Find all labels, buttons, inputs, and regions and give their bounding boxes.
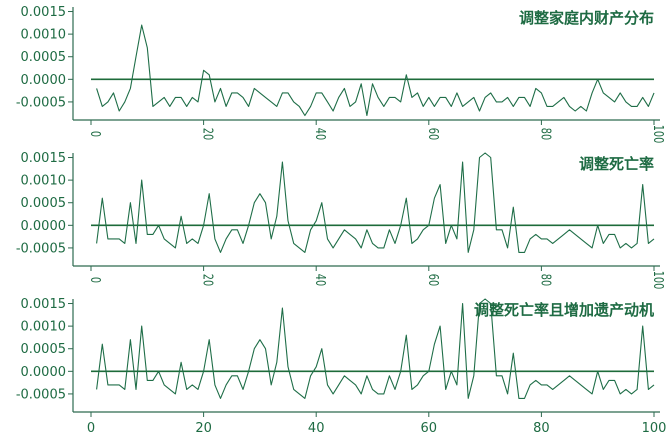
y-tick-label: 0.0015	[21, 297, 67, 312]
x-tick-label: 0	[87, 421, 95, 436]
series-line-1	[96, 152, 655, 253]
x-tick-label: 40	[308, 421, 325, 436]
x-tick-label: 100	[642, 421, 667, 436]
y-tick-label: -0.0005	[16, 387, 66, 402]
x-tick-label: 60	[425, 128, 441, 140]
x-tick-label: 80	[533, 421, 550, 436]
y-tick-label: 0.0010	[21, 28, 67, 43]
x-tick-label: 60	[421, 421, 438, 436]
x-tick-label: 20	[200, 274, 216, 286]
series-line-1	[96, 298, 655, 399]
x-tick-label: 60	[425, 274, 441, 286]
x-tick-label: 0	[88, 277, 104, 283]
y-tick-label: -0.0005	[16, 241, 66, 256]
y-tick-label: 0.0010	[21, 174, 67, 189]
x-tick-label: 80	[538, 128, 554, 140]
panel-title: 调整家庭内财产分布	[519, 9, 654, 27]
x-tick-label: 100	[651, 271, 667, 290]
y-tick-label: 0.0015	[21, 5, 67, 20]
panel-2: 0.0015 0.0010 0.0005 0.0000 -0.0005 0 20 40 60 80…	[16, 151, 667, 289]
series-line-1	[96, 24, 655, 117]
x-tick-label: 20	[200, 128, 216, 140]
y-tick-label: 0.0005	[21, 50, 67, 65]
y-tick-label: 0.0000	[21, 73, 67, 88]
x-tick-label: 40	[313, 128, 329, 140]
panel-1: 0.0015 0.0010 0.0005 0.0000 -0.0005 0 20 40 60 80…	[16, 5, 667, 143]
y-tick-label: 0.0000	[21, 365, 67, 380]
y-tick-label: 0.0015	[21, 151, 67, 166]
x-tick-label: 80	[538, 274, 554, 286]
y-tick-label: 0.0005	[21, 196, 67, 211]
x-tick-label: 0	[88, 131, 104, 137]
x-tick-label: 100	[651, 125, 667, 144]
y-tick-label: 0.0000	[21, 219, 67, 234]
panel-title: 调整死亡率且增加遗产动机	[474, 301, 654, 319]
panel-3: 0.0015 0.0010 0.0005 0.0000 -0.0005 0 20 40 60 80…	[16, 297, 667, 436]
y-tick-label: 0.0005	[21, 342, 67, 357]
panel-title: 调整死亡率	[579, 155, 654, 173]
y-tick-label: 0.0010	[21, 320, 67, 335]
x-tick-label: 40	[313, 274, 329, 286]
y-tick-label: -0.0005	[16, 95, 66, 110]
x-tick-label: 20	[195, 421, 212, 436]
